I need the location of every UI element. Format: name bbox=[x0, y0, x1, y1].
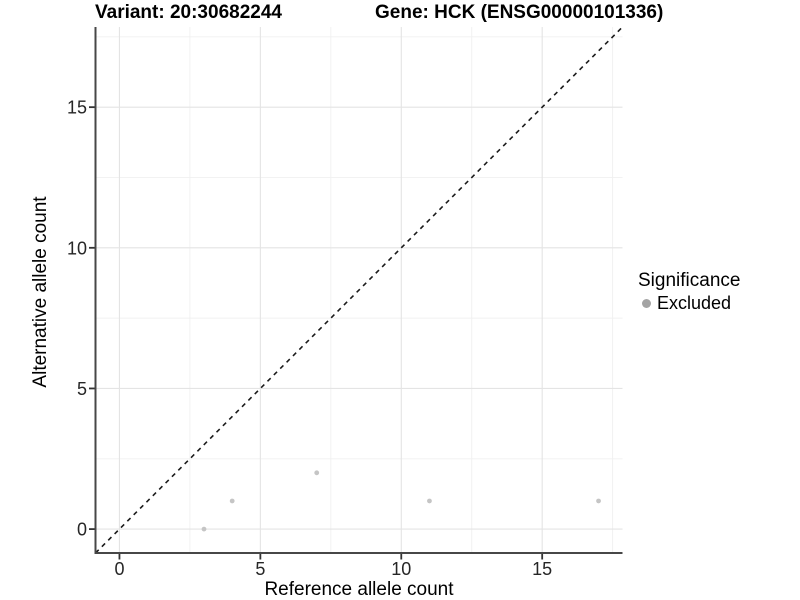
tick-marks bbox=[89, 106, 544, 560]
legend-title: Significance bbox=[638, 270, 741, 291]
legend-item-excluded: Excluded bbox=[638, 293, 740, 314]
grid-major-lines bbox=[95, 27, 623, 553]
y-tick-labels: 0 5 10 15 bbox=[67, 98, 87, 540]
y-tick-label: 15 bbox=[67, 98, 87, 118]
x-tick-label: 0 bbox=[114, 559, 124, 579]
gene-title: Gene: HCK (ENSG00000101336) bbox=[375, 2, 664, 23]
x-axis-title: Reference allele count bbox=[264, 579, 454, 600]
y-tick-label: 10 bbox=[67, 238, 87, 258]
identity-reference-line bbox=[94, 26, 624, 554]
data-point bbox=[596, 498, 601, 504]
legend: Significance Excluded bbox=[638, 269, 740, 314]
x-tick-label: 5 bbox=[255, 559, 265, 579]
data-point bbox=[427, 498, 432, 504]
axis-lines bbox=[94, 27, 623, 554]
legend-item-label: Excluded bbox=[657, 293, 732, 313]
x-tick-labels: 0 5 10 15 bbox=[114, 559, 552, 579]
data-points bbox=[201, 470, 601, 532]
data-point bbox=[314, 470, 320, 476]
y-tick-label: 5 bbox=[77, 379, 87, 399]
data-point bbox=[201, 526, 207, 532]
excluded-key-dot-icon bbox=[642, 299, 651, 308]
x-tick-label: 15 bbox=[532, 559, 552, 579]
data-point bbox=[229, 498, 235, 504]
x-tick-label: 10 bbox=[391, 559, 411, 579]
variant-title: Variant: 20:30682244 bbox=[95, 2, 282, 23]
grid-minor-lines bbox=[95, 27, 623, 553]
identity-line bbox=[94, 26, 624, 554]
y-axis-title: Alternative allele count bbox=[30, 196, 51, 388]
y-tick-label: 0 bbox=[77, 520, 87, 540]
